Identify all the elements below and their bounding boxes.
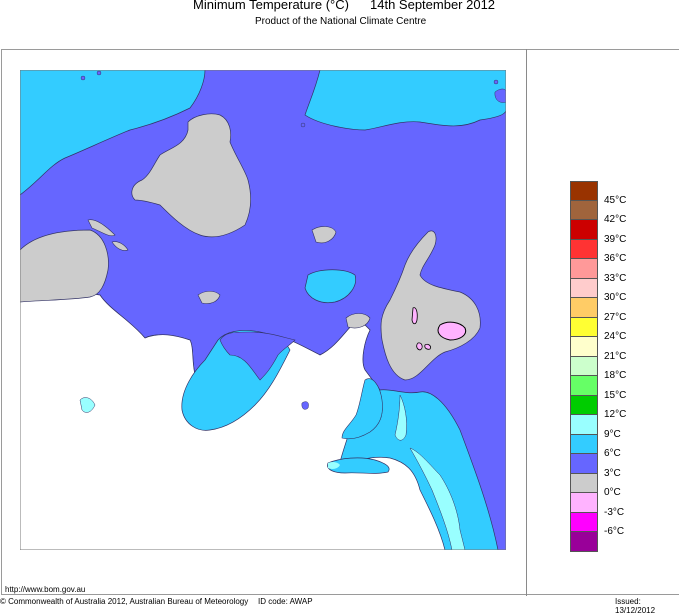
legend-swatch bbox=[570, 298, 598, 318]
legend-swatch bbox=[570, 493, 598, 513]
title-text: Minimum Temperature (°C) bbox=[193, 0, 349, 12]
region-0-3-gawler bbox=[131, 113, 252, 238]
legend-label: 12°C bbox=[604, 409, 627, 420]
region-0-3-flinders bbox=[380, 230, 481, 381]
legend-swatch bbox=[570, 200, 598, 220]
legend-swatch bbox=[570, 356, 598, 376]
id-code: ID code: AWAP bbox=[258, 597, 313, 606]
legend-label: 33°C bbox=[604, 272, 627, 284]
region-6-9-inland bbox=[304, 269, 356, 304]
legend-label: 30°C bbox=[604, 292, 627, 303]
legend-label: 6°C bbox=[604, 448, 621, 459]
legend-label: 24°C bbox=[604, 331, 627, 342]
legend-label: 21°C bbox=[604, 350, 627, 362]
legend-swatch bbox=[570, 473, 598, 493]
legend-label: 36°C bbox=[604, 253, 627, 264]
legend-swatch bbox=[570, 512, 598, 532]
legend-swatch bbox=[570, 259, 598, 279]
legend-swatch bbox=[570, 376, 598, 396]
issued-date: Issued: 13/12/2012 bbox=[615, 597, 656, 615]
temperature-map bbox=[19, 69, 507, 551]
legend-swatch bbox=[570, 220, 598, 240]
region-0-3-west bbox=[19, 229, 109, 303]
legend-swatch bbox=[570, 454, 598, 474]
plot-frame bbox=[1, 49, 679, 595]
legend-swatch bbox=[570, 317, 598, 337]
legend-label: 9°C bbox=[604, 428, 621, 440]
legend-label: 39°C bbox=[604, 233, 627, 245]
legend-swatch bbox=[570, 278, 598, 298]
legend-label: -6°C bbox=[604, 526, 625, 537]
kangaroo-island bbox=[327, 457, 390, 474]
legend-label: 27°C bbox=[604, 311, 627, 323]
source-url: http://www.bom.gov.au bbox=[5, 585, 86, 594]
copyright-notice: © Commonwealth of Australia 2012, Austra… bbox=[0, 597, 249, 606]
title-date: 14th September 2012 bbox=[370, 0, 496, 12]
subtitle: Product of the National Climate Centre bbox=[255, 16, 427, 27]
legend-label: 18°C bbox=[604, 370, 627, 381]
legend-swatch bbox=[570, 239, 598, 259]
color-legend bbox=[570, 181, 598, 552]
legend-label: -3°C bbox=[604, 506, 625, 518]
legend-swatch bbox=[570, 434, 598, 454]
legend-label: 3°C bbox=[604, 467, 621, 479]
legend-label: 0°C bbox=[604, 487, 621, 498]
legend-swatch bbox=[570, 415, 598, 435]
legend-divider bbox=[526, 49, 527, 596]
legend-label: 45°C bbox=[604, 194, 627, 206]
legend-swatch bbox=[570, 395, 598, 415]
legend-swatch bbox=[570, 532, 598, 552]
legend-label: 42°C bbox=[604, 214, 627, 225]
legend-swatch bbox=[570, 337, 598, 357]
region-minus3-0 bbox=[437, 321, 467, 341]
legend-swatch bbox=[570, 181, 598, 201]
legend-label: 15°C bbox=[604, 389, 627, 401]
